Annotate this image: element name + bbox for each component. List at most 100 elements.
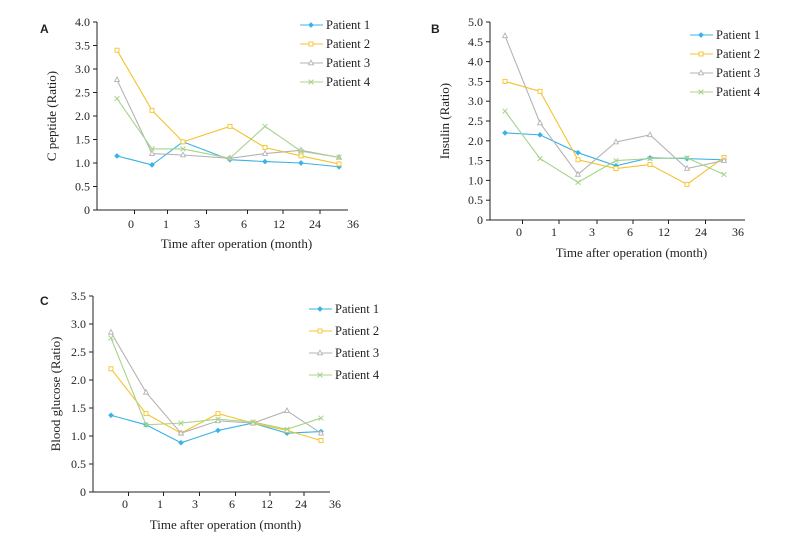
data-point — [613, 166, 619, 171]
x-tick-label: 36 — [347, 217, 359, 231]
y-tick-label: 3.5 — [468, 74, 483, 88]
y-tick-label: 0 — [477, 213, 483, 227]
data-point — [317, 429, 325, 436]
y-tick-label: 1.0 — [71, 429, 86, 443]
data-point — [114, 95, 120, 102]
data-point — [298, 153, 304, 159]
y-tick-label: 1.0 — [468, 173, 483, 187]
y-tick-label: 4.0 — [468, 55, 483, 69]
data-point — [149, 162, 155, 168]
y-tick-label: 3.0 — [75, 62, 90, 76]
legend-marker — [698, 32, 704, 38]
legend-item: Patient 2 — [300, 37, 370, 51]
legend-label: Patient 2 — [326, 37, 370, 51]
y-tick-label: 2.0 — [468, 134, 483, 148]
legend-marker — [698, 89, 704, 95]
data-point — [114, 153, 120, 159]
data-point — [336, 161, 342, 167]
y-tick-label: 0.5 — [75, 180, 90, 194]
data-point — [149, 146, 155, 152]
data-point — [574, 170, 582, 177]
legend-marker — [317, 372, 323, 378]
y-tick-label: 0.5 — [468, 193, 483, 207]
x-tick-label: 0 — [128, 217, 134, 231]
legend-marker — [317, 328, 323, 334]
legend-item: Patient 3 — [690, 66, 760, 80]
y-tick-label: 1.0 — [75, 156, 90, 170]
data-point — [215, 427, 221, 434]
chart-panel-a: A00.51.01.52.02.53.03.54.00 1 3 6 12 24 36Time… — [40, 15, 371, 251]
data-point — [613, 157, 619, 164]
data-point — [180, 139, 186, 145]
series-2 — [114, 47, 342, 167]
y-tick-label: 2.5 — [75, 86, 90, 100]
legend-item: Patient 2 — [309, 324, 379, 338]
data-point — [108, 412, 114, 419]
data-point — [108, 366, 114, 372]
series-4 — [502, 108, 727, 186]
data-point — [143, 411, 149, 417]
data-point — [502, 108, 508, 114]
legend-item: Patient 3 — [300, 56, 370, 70]
data-point — [142, 388, 150, 395]
series-3 — [113, 76, 343, 161]
panel-letter: C — [40, 294, 49, 308]
x-axis-title: Time after operation (month) — [150, 517, 302, 532]
y-tick-label: 1.5 — [468, 154, 483, 168]
data-point — [149, 107, 155, 113]
legend-item: Patient 1 — [300, 18, 370, 32]
data-point — [318, 438, 324, 443]
data-point — [227, 123, 233, 129]
data-point — [720, 156, 728, 163]
legend-item: Patient 1 — [690, 28, 760, 42]
x-tick-label: 1 — [157, 497, 163, 511]
data-point — [177, 429, 185, 436]
data-point — [501, 32, 509, 39]
data-point — [575, 179, 581, 186]
data-point — [336, 154, 342, 161]
series-4 — [108, 335, 324, 433]
data-point — [721, 171, 727, 178]
legend-marker — [316, 349, 324, 356]
chart-panel-b: B00.51.01.52.02.53.03.54.04.55.00 1 3 6 12 24… — [431, 15, 761, 260]
data-point — [284, 426, 290, 433]
data-point — [284, 427, 290, 433]
data-point — [537, 132, 543, 138]
series-line — [504, 35, 725, 176]
y-tick-label: 4.5 — [468, 35, 483, 49]
legend-marker — [317, 306, 323, 312]
data-point — [283, 407, 291, 414]
data-point — [647, 155, 653, 162]
data-point — [262, 158, 268, 165]
x-tick-label: 12 — [261, 497, 273, 511]
data-point — [502, 78, 508, 84]
legend-item: Patient 4 — [309, 368, 380, 382]
data-point — [143, 422, 149, 428]
x-tick-label: 36 — [329, 497, 341, 511]
data-point — [575, 149, 581, 156]
x-axis-title: Time after operation (month) — [161, 236, 313, 251]
legend-label: Patient 4 — [335, 368, 380, 382]
y-axis-title: Insulin (Ratio) — [437, 83, 452, 159]
data-point — [215, 416, 221, 422]
y-tick-label: 3.0 — [71, 317, 86, 331]
x-tick-label: 36 — [732, 225, 744, 239]
data-point — [250, 419, 256, 425]
data-point — [684, 155, 690, 161]
legend-marker — [698, 51, 704, 57]
y-tick-label: 5.0 — [468, 15, 483, 29]
legend-label: Patient 1 — [335, 302, 379, 316]
y-tick-label: 0 — [80, 485, 86, 499]
data-point — [646, 131, 654, 138]
series-3 — [107, 328, 325, 436]
data-point — [647, 162, 653, 168]
legend-marker — [308, 79, 314, 85]
y-tick-label: 2.0 — [75, 109, 90, 123]
x-tick-label: 1 — [163, 217, 169, 231]
y-tick-label: 2.5 — [71, 345, 86, 359]
y-tick-label: 4.0 — [75, 15, 90, 29]
data-point — [684, 181, 690, 187]
y-tick-label: 1.5 — [75, 133, 90, 147]
y-axis-title: Blood glucose (Ratio) — [48, 337, 63, 452]
legend-label: Patient 4 — [716, 85, 761, 99]
